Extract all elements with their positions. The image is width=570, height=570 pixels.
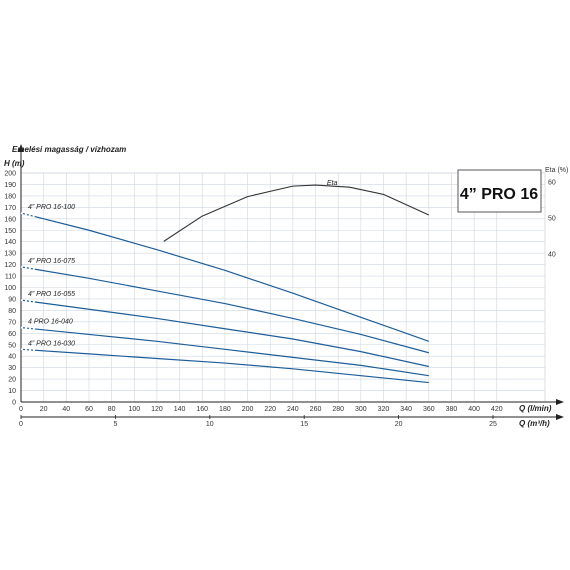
x-tick-label-lpm: 140: [174, 406, 186, 413]
x-tick-label-m3h: 0: [19, 421, 23, 428]
y-tick-label: 0: [12, 400, 16, 407]
y-tick-label: 150: [4, 228, 16, 235]
series-label: 4” PRO 16-030: [28, 340, 75, 347]
y2-tick-label: 60: [548, 179, 556, 186]
series-label: 4 PRO 16-040: [28, 319, 73, 326]
series-line: [20, 348, 429, 384]
series-line: [20, 299, 429, 368]
series-line: [20, 266, 429, 354]
x-tick-label-m3h: 5: [113, 421, 117, 428]
y-tick-label: 80: [8, 308, 16, 315]
series-lines: 4” PRO 16-100 4” PRO 16-075 4” PRO 16-055 4…: [20, 180, 430, 384]
efficiency-line: [163, 184, 430, 242]
x-tick-label-lpm: 300: [355, 406, 367, 413]
x-tick-label-m3h: 25: [489, 421, 497, 428]
axes: [18, 144, 564, 420]
y-tick-label: 180: [4, 193, 16, 200]
x-tick-label-lpm: 240: [287, 406, 299, 413]
y2-axis-label: Eta (%): [545, 167, 568, 174]
x-tick-label-lpm: 160: [196, 406, 208, 413]
efficiency-label: Eta: [327, 180, 338, 187]
x-tick-label-lpm: 400: [468, 406, 480, 413]
x-axis-label-m3h: Q (m³/h): [519, 419, 550, 428]
x-tick-label-lpm: 20: [40, 406, 48, 413]
x-tick-label-lpm: 40: [62, 406, 70, 413]
chart-subtitle: Emelési magasság / vízhozam: [12, 145, 126, 154]
x-tick-label-lpm: 120: [151, 406, 163, 413]
series-label: 4” PRO 16-055: [28, 291, 75, 298]
y-axis-label: H (m): [4, 159, 25, 168]
y-tick-label: 90: [8, 296, 16, 303]
y-tick-label: 140: [4, 239, 16, 246]
y-tick-label: 170: [4, 205, 16, 212]
y-axis-arrow: [18, 144, 24, 152]
x-tick-label-lpm: 100: [128, 406, 140, 413]
x-tick-label-lpm: 180: [219, 406, 231, 413]
x-tick-label-m3h: 10: [206, 421, 214, 428]
series-line: [20, 326, 429, 377]
y-tick-label: 110: [5, 274, 16, 281]
x-axis-arrow-lpm: [556, 399, 564, 405]
x-tick-label-lpm: 340: [400, 406, 412, 413]
y-tick-label: 160: [4, 216, 16, 223]
y-tick-label: 60: [8, 331, 16, 338]
series-label: 4” PRO 16-075: [28, 258, 75, 265]
y-tick-label: 20: [8, 377, 16, 384]
x-tick-label-lpm: 380: [446, 406, 458, 413]
x-tick-label-lpm: 420: [491, 406, 503, 413]
y-tick-label: 30: [8, 365, 16, 372]
series-label: 4” PRO 16-100: [28, 204, 75, 211]
y2-tick-label: 40: [548, 252, 556, 259]
tick-labels: 0102030405060708090100110120130140150160…: [4, 171, 556, 429]
x-tick-label-lpm: 80: [108, 406, 116, 413]
x-tick-label-m3h: 20: [395, 421, 403, 428]
x-tick-label-lpm: 360: [423, 406, 435, 413]
x-axis-arrow-m3h: [556, 414, 564, 420]
model-title: 4” PRO 16: [460, 186, 538, 203]
series-line: [20, 212, 430, 342]
x-tick-label-lpm: 0: [19, 406, 23, 413]
x-tick-label-lpm: 320: [378, 406, 390, 413]
y-tick-label: 70: [8, 319, 16, 326]
y-tick-label: 100: [4, 285, 16, 292]
y-tick-label: 190: [4, 182, 16, 189]
x-tick-label-m3h: 15: [300, 421, 308, 428]
x-tick-label-lpm: 200: [242, 406, 254, 413]
y-tick-label: 130: [4, 251, 16, 258]
x-tick-label-lpm: 60: [85, 406, 93, 413]
x-tick-label-lpm: 280: [332, 406, 344, 413]
y-tick-label: 120: [4, 262, 16, 269]
y-tick-label: 50: [8, 342, 16, 349]
model-title-box: [457, 169, 542, 213]
series-dash-stub: [20, 212, 36, 218]
x-axis-label-lpm: Q (l/min): [519, 404, 552, 413]
y-tick-label: 10: [8, 388, 16, 395]
x-tick-label-lpm: 220: [264, 406, 276, 413]
x-tick-label-lpm: 260: [310, 406, 322, 413]
y-tick-label: 40: [8, 354, 16, 361]
y-tick-label: 200: [4, 171, 16, 178]
y2-tick-label: 50: [548, 215, 556, 222]
